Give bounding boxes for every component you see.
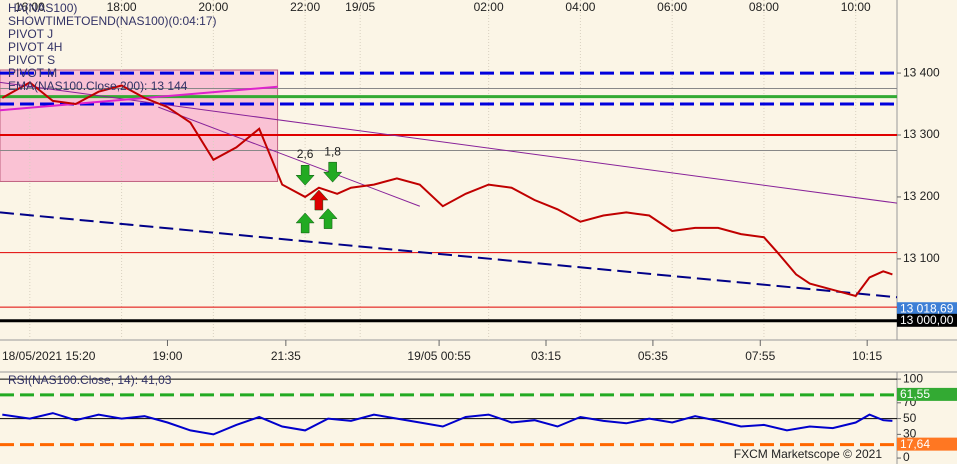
signal-arrow [295, 212, 315, 234]
y-tick-label: 13 400 [903, 65, 940, 79]
x-tick-label: 20:00 [198, 0, 228, 14]
price-tag [897, 437, 957, 451]
x-tick-label: 19:00 [152, 349, 182, 363]
price-line [2, 412, 893, 436]
x-tick-label: 10:00 [841, 0, 871, 14]
price-tag-label: 17,64 [900, 437, 930, 451]
price-tag [897, 302, 957, 316]
trend-line [0, 85, 278, 112]
x-tick-label: 22:00 [290, 0, 320, 14]
x-tick-label: 19/05 00:55 [407, 349, 471, 363]
price-tag [897, 387, 957, 401]
footer: FXCM Marketscope © 2021 [734, 447, 883, 461]
x-tick-label: 08:00 [749, 0, 779, 14]
y-tick-label: 13 200 [903, 189, 940, 203]
trend-line [0, 211, 898, 299]
x-tick-label: 03:15 [531, 349, 561, 363]
x-tick-label: 19/05 [345, 0, 375, 14]
legend-entry: PIVOT J [8, 27, 53, 41]
price-tag [897, 313, 957, 327]
marker-label: 1,8 [324, 145, 341, 159]
y-tick-label: 13 300 [903, 127, 940, 141]
price-tag-label: 61,55 [900, 387, 930, 401]
x-tick-label: 06:00 [657, 0, 687, 14]
x-tick-label: 05:35 [638, 349, 668, 363]
x-tick-label: 10:15 [852, 349, 882, 363]
trend-line [0, 81, 898, 204]
signal-arrow [309, 189, 329, 211]
price-line [1, 81, 893, 298]
y-tick-label: 0 [903, 450, 910, 464]
signal-arrow [295, 165, 315, 186]
signal-arrow [323, 161, 343, 183]
x-tick-label: 07:55 [745, 349, 775, 363]
x-tick-label: 16:00 [15, 0, 45, 14]
legend-entry: SHOWTIMETOEND(NAS100)(0:04:17) [8, 14, 217, 28]
x-tick-label: 04:00 [565, 0, 595, 14]
trend-line [158, 106, 421, 207]
legend-entry: PIVOT S [8, 53, 55, 67]
y-tick-label: 30 [903, 427, 917, 441]
x-tick-label: 18/05/2021 15:20 [2, 349, 96, 363]
x-tick-label: 21:35 [271, 349, 301, 363]
legend-entry: PIVOT M [8, 66, 57, 80]
x-tick-label: 18:00 [107, 0, 137, 14]
y-tick-label: 13 100 [903, 251, 940, 265]
panel-title: RSI(NAS100.Close, 14): 41,03 [8, 373, 172, 387]
panel-title: HA(NAS100) [8, 1, 77, 15]
legend-entry: PIVOT 4H [8, 40, 62, 54]
price-tag-label: 13 000,00 [900, 313, 954, 327]
signal-arrow [318, 208, 338, 229]
x-tick-label: 02:00 [474, 0, 504, 14]
marker-label: 2,6 [297, 147, 314, 161]
y-tick-label: 50 [903, 411, 917, 425]
price-tag-label: 13 018,69 [900, 301, 954, 315]
legend-entry: EMA(NAS100.Close,200): 13 144 [8, 79, 188, 93]
y-tick-label: 100 [903, 371, 923, 385]
